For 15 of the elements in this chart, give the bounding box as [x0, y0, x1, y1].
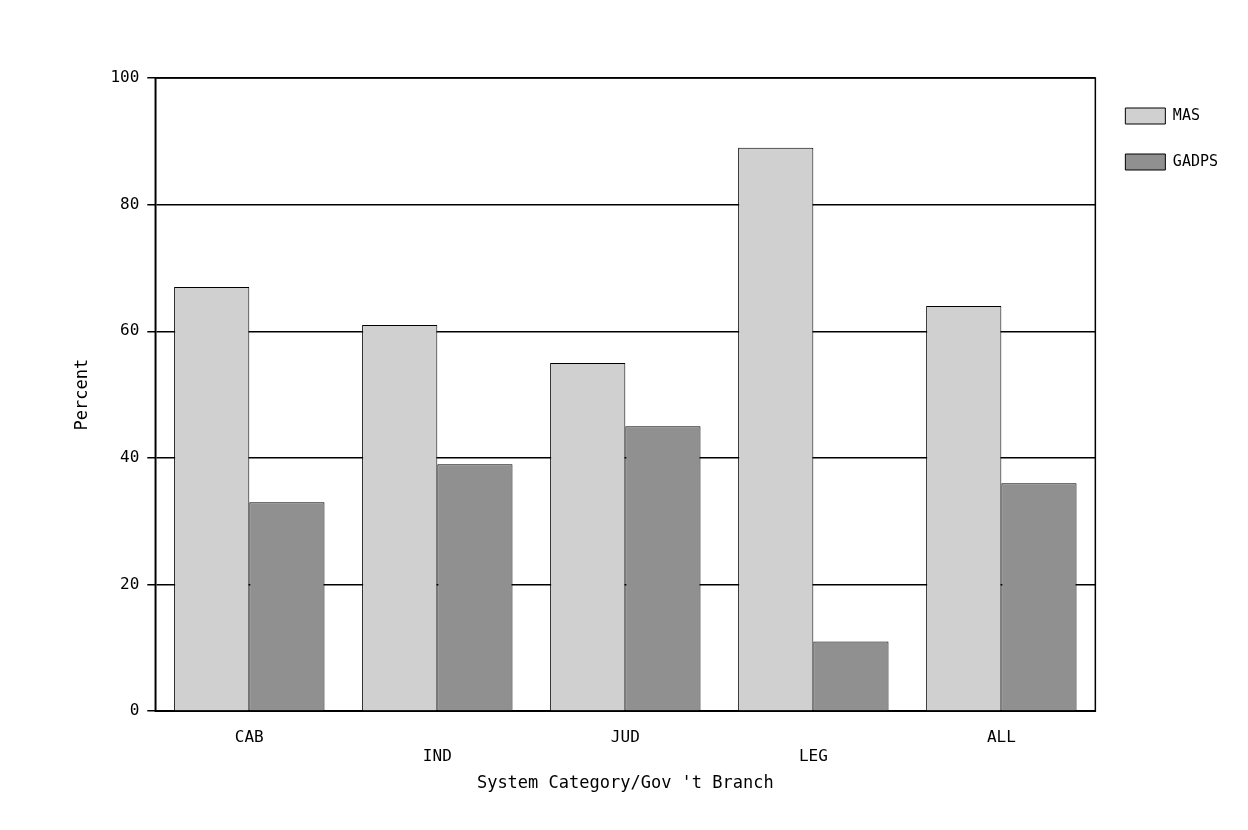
- y-tick-label: 100: [110, 67, 140, 87]
- x-axis-title: System Category/Gov 't Branch: [476, 772, 774, 793]
- y-tick-label: 0: [129, 700, 140, 720]
- y-axis-title: Percent: [70, 358, 91, 431]
- y-tick-label: 20: [120, 573, 140, 593]
- y-tick-label: 60: [120, 320, 140, 340]
- legend-label: GADPS: [1172, 151, 1218, 170]
- x-tick-label: IND: [422, 746, 452, 766]
- x-tick-label: ALL: [986, 726, 1016, 746]
- y-tick-label: 80: [120, 193, 140, 213]
- x-tick-label: CAB: [234, 726, 264, 746]
- x-tick-label: LEG: [798, 746, 828, 766]
- x-tick-label: JUD: [610, 726, 640, 746]
- y-tick-label: 40: [120, 447, 140, 467]
- legend-label: MAS: [1172, 105, 1200, 124]
